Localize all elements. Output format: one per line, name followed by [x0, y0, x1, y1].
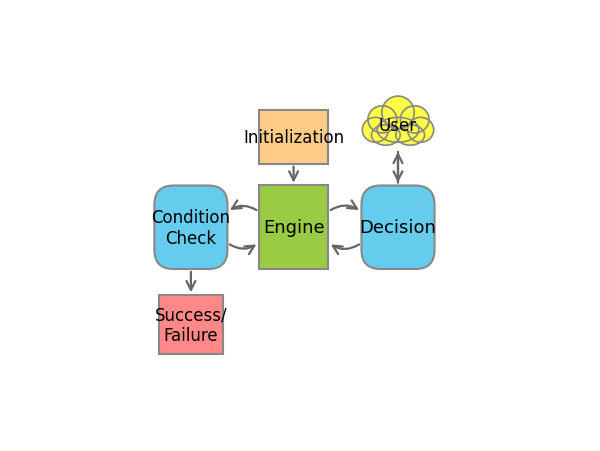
Text: Decision: Decision: [359, 219, 436, 237]
Ellipse shape: [407, 118, 434, 143]
Ellipse shape: [382, 97, 414, 129]
FancyBboxPatch shape: [361, 186, 434, 269]
Text: Success/
Failure: Success/ Failure: [155, 306, 227, 345]
Text: User: User: [379, 116, 417, 134]
FancyBboxPatch shape: [259, 110, 328, 164]
FancyBboxPatch shape: [159, 295, 223, 354]
Ellipse shape: [368, 106, 397, 133]
FancyBboxPatch shape: [154, 186, 227, 269]
Ellipse shape: [362, 118, 388, 143]
Text: Engine: Engine: [263, 219, 325, 237]
Text: Initialization: Initialization: [243, 129, 344, 147]
Ellipse shape: [377, 118, 419, 143]
Text: Condition
Check: Condition Check: [151, 208, 230, 247]
Ellipse shape: [396, 125, 425, 146]
Ellipse shape: [371, 125, 400, 146]
FancyBboxPatch shape: [259, 186, 328, 269]
Ellipse shape: [400, 106, 429, 133]
